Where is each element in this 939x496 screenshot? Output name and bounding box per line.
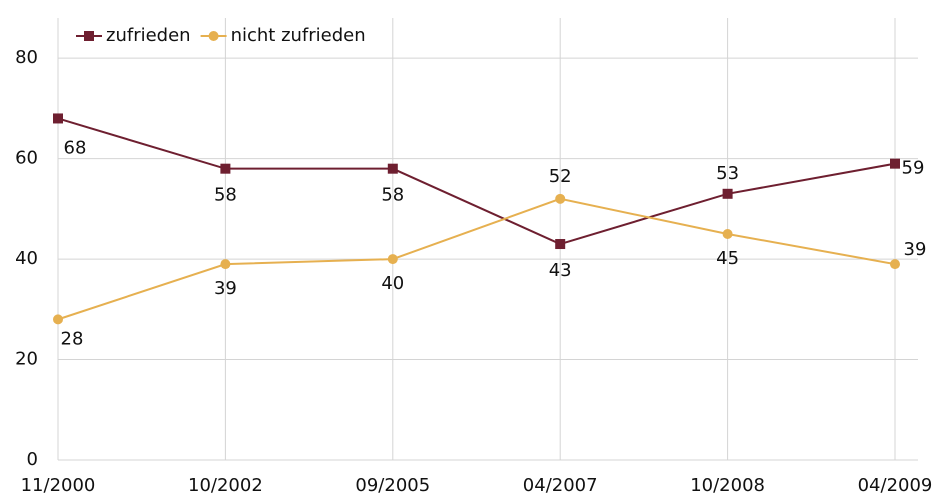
marker — [555, 193, 566, 204]
legend-marker — [84, 31, 94, 41]
x-tick-label: 04/2009 — [858, 475, 933, 496]
data-label: 58 — [381, 185, 404, 206]
x-tick-label: 10/2008 — [690, 475, 765, 496]
data-label: 43 — [549, 260, 572, 281]
marker — [555, 239, 566, 250]
marker — [722, 188, 733, 199]
legend-marker — [208, 31, 219, 41]
y-tick-label: 20 — [15, 349, 38, 370]
x-tick-label: 09/2005 — [355, 475, 430, 496]
legend-label: zufrieden — [106, 25, 191, 46]
series-line — [57, 117, 896, 246]
series-line — [57, 197, 896, 321]
data-label: 59 — [902, 158, 925, 179]
y-tick-label: 0 — [27, 449, 38, 470]
data-label: 58 — [214, 185, 237, 206]
data-label: 28 — [61, 328, 84, 349]
data-label: 68 — [64, 137, 87, 158]
y-tick-label: 40 — [15, 248, 38, 269]
data-label: 45 — [716, 248, 739, 269]
data-label: 39 — [214, 278, 237, 299]
marker — [387, 163, 398, 174]
x-tick-label: 10/2002 — [188, 475, 263, 496]
marker — [53, 113, 63, 124]
data-label: 52 — [549, 166, 572, 187]
marker — [220, 163, 231, 174]
legend-label: nicht zufrieden — [231, 25, 366, 46]
marker — [53, 314, 63, 325]
x-tick-label: 11/2000 — [21, 475, 96, 496]
marker — [722, 228, 733, 239]
marker — [890, 259, 900, 270]
marker — [387, 254, 398, 265]
marker — [220, 259, 231, 270]
marker — [890, 158, 900, 169]
data-label: 39 — [904, 239, 927, 260]
data-label: 53 — [716, 163, 739, 184]
y-tick-label: 60 — [15, 148, 38, 169]
y-tick-label: 80 — [15, 47, 38, 68]
data-label: 40 — [381, 273, 404, 294]
x-tick-label: 04/2007 — [523, 475, 598, 496]
